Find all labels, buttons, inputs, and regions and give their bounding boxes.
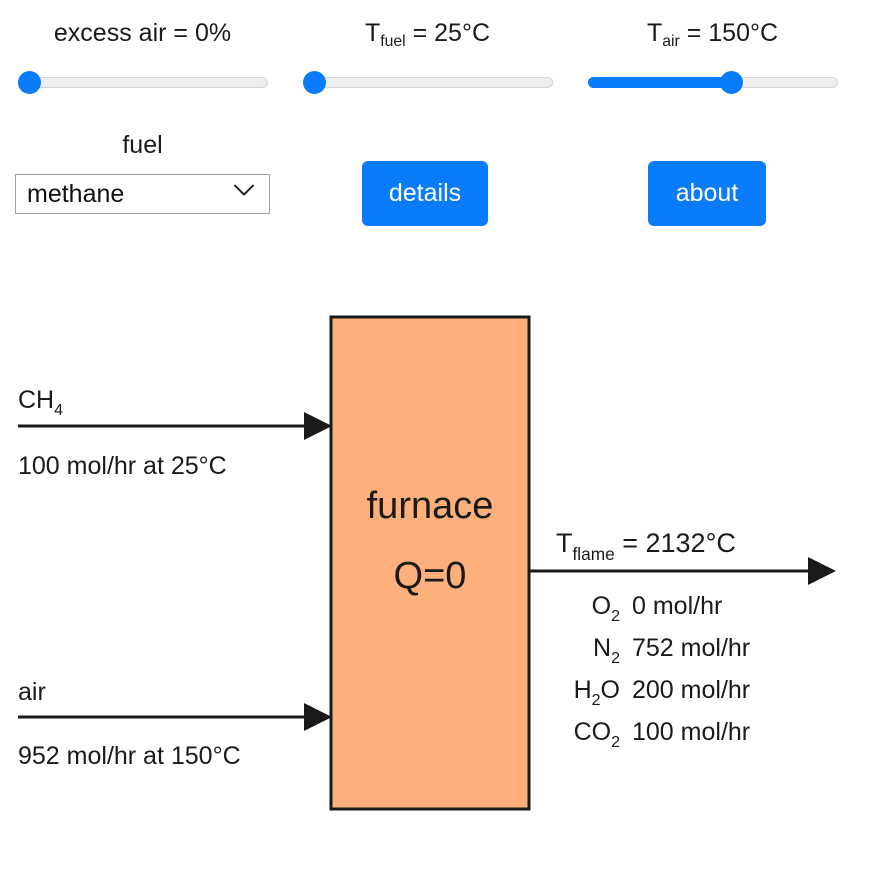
slider-group-excess-air: excess air = 0% <box>0 18 285 95</box>
species-formula: H2O <box>574 676 620 709</box>
slider-thumb[interactable] <box>720 71 743 94</box>
slider-excess-air[interactable] <box>0 69 285 95</box>
chevron-down-icon <box>233 184 255 203</box>
slider-fill <box>588 77 732 88</box>
slider-label-value: = 25°C <box>412 19 491 47</box>
slider-air-temperature[interactable] <box>570 69 855 95</box>
slider-track[interactable] <box>303 77 553 88</box>
species-formula: N2 <box>593 634 620 667</box>
slider-label-subscript: fuel <box>380 33 406 51</box>
slider-thumb[interactable] <box>303 71 326 94</box>
slider-label-text: T <box>646 19 663 47</box>
furnace-label: furnace <box>367 485 494 527</box>
species-flow: 752 mol/hr <box>632 634 750 662</box>
arrow-head-icon <box>304 412 332 440</box>
species-formula: O2 <box>592 592 620 625</box>
slider-thumb[interactable] <box>18 71 41 94</box>
species-flow: 0 mol/hr <box>632 592 722 620</box>
species-sub: 2 <box>592 692 601 709</box>
slider-track[interactable] <box>18 77 268 88</box>
species-post: O <box>601 676 620 704</box>
fuel-select-value: methane <box>27 180 125 208</box>
control-panel: excess air = 0% Tfuel = 25°C Tair = 150°… <box>0 0 875 240</box>
species-sub: 2 <box>611 608 620 625</box>
flame-temp-sub: flame <box>573 544 615 564</box>
slider-label-excess-air: excess air = 0% <box>0 18 285 52</box>
outlet-species-list: O2 0 mol/hr N2 752 mol/hr H2O 200 mol/hr… <box>574 592 751 751</box>
species-main: N <box>593 634 611 662</box>
slider-label-text: T <box>364 19 381 47</box>
slider-group-fuel-temperature: Tfuel = 25°C <box>285 18 570 95</box>
furnace-duty-label: Q=0 <box>394 555 467 597</box>
species-sub: 2 <box>611 734 620 751</box>
air-inlet-species: air <box>18 678 46 706</box>
air-inlet-conditions: 952 mol/hr at 150°C <box>18 742 241 770</box>
fuel-label: fuel <box>122 131 163 159</box>
slider-label-subscript: air <box>662 33 680 51</box>
slider-label-value: = 0% <box>173 19 232 47</box>
slider-label-value: = 150°C <box>686 19 779 47</box>
species-flow: 100 mol/hr <box>632 718 750 746</box>
flame-temp-prefix: T <box>556 528 573 558</box>
fuel-inlet-species: CH4 <box>18 386 63 419</box>
fuel-inlet-arrow <box>18 412 332 440</box>
air-species-main: air <box>18 678 46 706</box>
fuel-species-sub: 4 <box>54 402 63 419</box>
fuel-select[interactable]: methane <box>15 174 270 214</box>
furnace-process-diagram: furnace Q=0 CH4 100 mol/hr at 25°C air 9… <box>0 240 875 896</box>
fuel-selector-group: fuel methane <box>0 130 285 214</box>
arrow-head-icon <box>304 703 332 731</box>
species-main: O <box>592 592 611 620</box>
slider-fuel-temperature[interactable] <box>285 69 570 95</box>
outlet-arrow <box>530 557 836 585</box>
slider-label-fuel-temperature: Tfuel = 25°C <box>285 18 570 52</box>
flame-temp-value: = 2132°C <box>615 528 736 558</box>
about-button[interactable]: about <box>648 161 766 226</box>
slider-label-air-temperature: Tair = 150°C <box>570 18 855 52</box>
arrow-head-icon <box>808 557 836 585</box>
species-main: H <box>574 676 592 704</box>
slider-label-text: excess air <box>53 19 167 47</box>
fuel-species-main: CH <box>18 386 54 414</box>
species-flow: 200 mol/hr <box>632 676 750 704</box>
air-inlet-arrow <box>18 703 332 731</box>
species-formula: CO2 <box>574 718 621 751</box>
slider-group-air-temperature: Tair = 150°C <box>570 18 855 95</box>
species-sub: 2 <box>611 650 620 667</box>
species-main: CO <box>574 718 612 746</box>
fuel-inlet-conditions: 100 mol/hr at 25°C <box>18 452 227 480</box>
outlet-flame-temperature: Tflame = 2132°C <box>556 528 736 564</box>
details-button[interactable]: details <box>362 161 488 226</box>
furnace-box <box>329 315 531 811</box>
